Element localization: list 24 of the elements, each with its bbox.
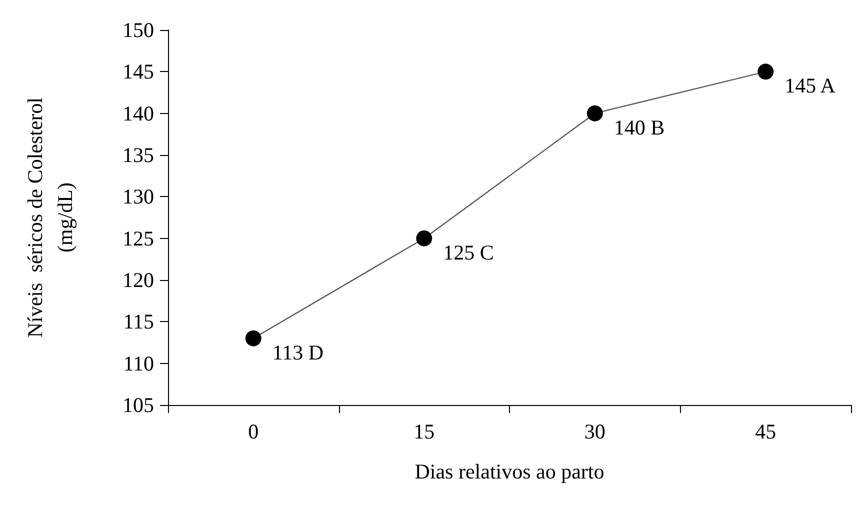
y-tick-label: 105 [122, 393, 154, 417]
data-label: 145 A [784, 74, 836, 98]
x-tick-label: 45 [755, 420, 776, 444]
data-label: 140 B [614, 115, 665, 140]
y-tick-label: 125 [122, 226, 154, 250]
y-tick-label: 130 [122, 184, 154, 209]
data-label: 113 D [272, 340, 324, 364]
y-axis-title: Níveis séricos de Colesterol (mg/dL) [23, 97, 77, 338]
point [758, 64, 774, 80]
x-tick-label: 15 [414, 420, 435, 444]
x-axis-title: Dias relativos ao parto [414, 460, 604, 484]
data-label: 125 C [443, 240, 494, 264]
x-tick-label: 0 [248, 420, 259, 444]
y-tick-label: 115 [123, 310, 154, 334]
point [416, 230, 432, 246]
point [586, 105, 603, 122]
y-tick-label: 120 [122, 268, 154, 292]
y-tick-label: 140 [122, 101, 154, 126]
y-tick-label: 135 [122, 143, 154, 167]
point [245, 330, 262, 346]
y-tick-label: 110 [123, 351, 154, 376]
x-tick-label: 30 [584, 420, 606, 444]
y-tick-label: 145 [122, 60, 154, 84]
y-tick-label: 150 [122, 18, 154, 42]
